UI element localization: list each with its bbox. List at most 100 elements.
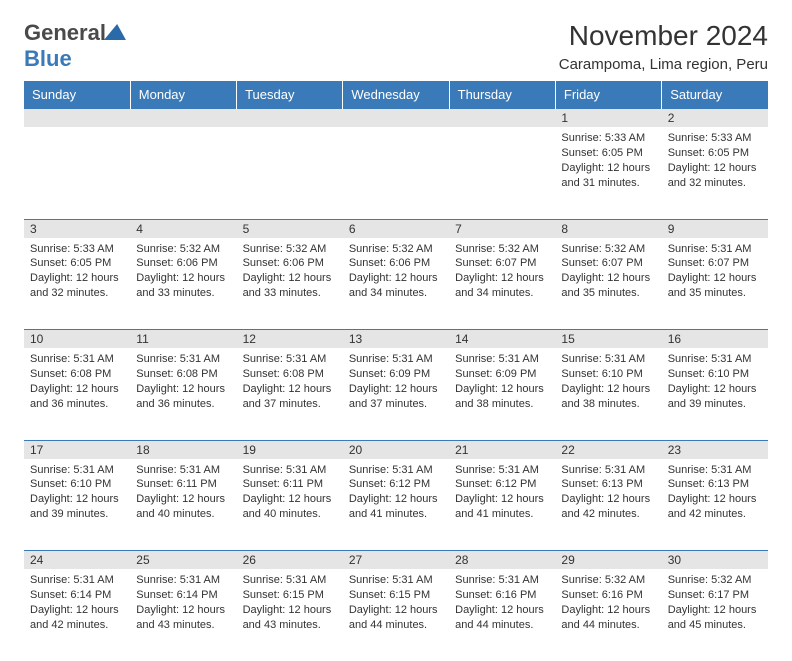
day-daylight1: Daylight: 12 hours	[561, 161, 655, 176]
day-sunset: Sunset: 6:06 PM	[243, 256, 337, 271]
day-sunrise: Sunrise: 5:32 AM	[561, 573, 655, 588]
day-info: Sunrise: 5:31 AMSunset: 6:11 PMDaylight:…	[243, 463, 337, 522]
day-info: Sunrise: 5:31 AMSunset: 6:10 PMDaylight:…	[30, 463, 124, 522]
day-sunset: Sunset: 6:12 PM	[455, 477, 549, 492]
day-daylight1: Daylight: 12 hours	[30, 603, 124, 618]
day-info: Sunrise: 5:31 AMSunset: 6:09 PMDaylight:…	[455, 352, 549, 411]
day-info-cell: Sunrise: 5:32 AMSunset: 6:17 PMDaylight:…	[662, 569, 768, 661]
day-daylight2: and 40 minutes.	[136, 507, 230, 522]
daynum-row: 3456789	[24, 219, 768, 238]
day-info-cell: Sunrise: 5:31 AMSunset: 6:09 PMDaylight:…	[449, 348, 555, 440]
day-daylight1: Daylight: 12 hours	[668, 382, 762, 397]
calendar-body: 12Sunrise: 5:33 AMSunset: 6:05 PMDayligh…	[24, 109, 768, 661]
day-info: Sunrise: 5:31 AMSunset: 6:13 PMDaylight:…	[668, 463, 762, 522]
page-subtitle: Carampoma, Lima region, Peru	[559, 56, 768, 73]
day-number-cell	[449, 109, 555, 128]
weekday-header: Saturday	[662, 81, 768, 109]
day-sunrise: Sunrise: 5:31 AM	[455, 463, 549, 478]
day-number-cell: 20	[343, 440, 449, 459]
day-daylight1: Daylight: 12 hours	[136, 382, 230, 397]
day-info-cell: Sunrise: 5:33 AMSunset: 6:05 PMDaylight:…	[662, 127, 768, 219]
day-sunset: Sunset: 6:09 PM	[455, 367, 549, 382]
day-daylight2: and 34 minutes.	[455, 286, 549, 301]
day-daylight1: Daylight: 12 hours	[668, 603, 762, 618]
day-sunset: Sunset: 6:17 PM	[668, 588, 762, 603]
day-number-cell: 25	[130, 551, 236, 570]
day-info-cell: Sunrise: 5:31 AMSunset: 6:08 PMDaylight:…	[130, 348, 236, 440]
day-sunrise: Sunrise: 5:31 AM	[455, 352, 549, 367]
day-sunset: Sunset: 6:06 PM	[136, 256, 230, 271]
day-sunset: Sunset: 6:07 PM	[455, 256, 549, 271]
day-info-row: Sunrise: 5:33 AMSunset: 6:05 PMDaylight:…	[24, 127, 768, 219]
day-number-cell: 11	[130, 330, 236, 349]
day-info: Sunrise: 5:31 AMSunset: 6:09 PMDaylight:…	[349, 352, 443, 411]
day-daylight2: and 32 minutes.	[668, 176, 762, 191]
day-info-cell: Sunrise: 5:31 AMSunset: 6:13 PMDaylight:…	[662, 459, 768, 551]
day-info: Sunrise: 5:31 AMSunset: 6:14 PMDaylight:…	[136, 573, 230, 632]
day-number-cell: 29	[555, 551, 661, 570]
day-sunrise: Sunrise: 5:33 AM	[561, 131, 655, 146]
day-number-cell: 8	[555, 219, 661, 238]
daynum-row: 24252627282930	[24, 551, 768, 570]
day-info: Sunrise: 5:32 AMSunset: 6:06 PMDaylight:…	[243, 242, 337, 301]
page: General Blue November 2024 Carampoma, Li…	[0, 0, 792, 612]
day-info-row: Sunrise: 5:31 AM Sunset: 6:10 PMDaylight:…	[24, 459, 768, 551]
day-sunrise: Sunrise: 5:31 AM	[349, 463, 443, 478]
day-sunrise: Sunrise: 5:32 AM	[349, 242, 443, 257]
day-daylight1: Daylight: 12 hours	[243, 271, 337, 286]
day-sunrise: Sunrise: 5:31 AM	[136, 573, 230, 588]
day-info-cell: Sunrise: 5:32 AMSunset: 6:16 PMDaylight:…	[555, 569, 661, 661]
day-info-row: Sunrise: 5:31 AM Sunset: 6:08 PM Daylight:…	[24, 348, 768, 440]
day-daylight1: Daylight: 12 hours	[668, 161, 762, 176]
weekday-header-row: Sunday Monday Tuesday Wednesday Thursday…	[24, 81, 768, 109]
day-sunrise: Sunrise: 5:31 AM	[668, 352, 762, 367]
day-number-cell	[343, 109, 449, 128]
day-info: Sunrise: 5:31 AMSunset: 6:11 PMDaylight:…	[136, 463, 230, 522]
day-daylight2: and 42 minutes.	[30, 618, 124, 633]
day-info: Sunrise: 5:32 AMSunset: 6:16 PMDaylight:…	[561, 573, 655, 632]
day-info-row: Sunrise: 5:31 AMSunset: 6:14 PMDaylight:…	[24, 569, 768, 661]
day-daylight1: Daylight: 12 hours	[30, 382, 124, 397]
day-sunrise: Sunrise: 5:31 AM	[349, 573, 443, 588]
day-daylight2: and 44 minutes.	[561, 618, 655, 633]
day-sunset: Sunset: 6:10 PM	[561, 367, 655, 382]
day-sunset: Sunset: 6:07 PM	[668, 256, 762, 271]
day-sunrise: Sunrise: 5:33 AM	[30, 242, 124, 257]
day-daylight1: Daylight: 12 hours	[30, 271, 124, 286]
day-number-cell: 26	[237, 551, 343, 570]
day-info-cell	[237, 127, 343, 219]
day-daylight2: and 43 minutes.	[243, 618, 337, 633]
day-info-cell: Sunrise: 5:31 AMSunset: 6:14 PMDaylight:…	[130, 569, 236, 661]
weekday-header: Thursday	[449, 81, 555, 109]
day-daylight1: Daylight: 12 hours	[561, 382, 655, 397]
day-daylight2: and 40 minutes.	[243, 507, 337, 522]
day-info-cell: Sunrise: 5:31 AMSunset: 6:10 PMDaylight:…	[662, 348, 768, 440]
day-number-cell: 13	[343, 330, 449, 349]
day-info: Sunrise: 5:31 AMSunset: 6:15 PMDaylight:…	[349, 573, 443, 632]
day-daylight1: Daylight: 12 hours	[30, 492, 124, 507]
day-sunrise: Sunrise: 5:32 AM	[136, 242, 230, 257]
day-sunset: Sunset: 6:05 PM	[668, 146, 762, 161]
day-number-cell: 2	[662, 109, 768, 128]
day-sunset: Sunset: 6:08 PM	[243, 367, 337, 382]
day-sunset: Sunset: 6:05 PM	[561, 146, 655, 161]
day-sunset: Sunset: 6:10 PM	[30, 477, 124, 492]
day-info-cell: Sunrise: 5:31 AMSunset: 6:15 PMDaylight:…	[343, 569, 449, 661]
day-sunrise: Sunrise: 5:31 AM	[30, 352, 124, 367]
day-number-cell: 18	[130, 440, 236, 459]
day-number-cell: 22	[555, 440, 661, 459]
day-sunrise: Sunrise: 5:32 AM	[561, 242, 655, 257]
day-number-cell: 10	[24, 330, 130, 349]
day-number-cell: 4	[130, 219, 236, 238]
day-sunrise: Sunrise: 5:31 AM	[243, 573, 337, 588]
day-sunrise: Sunrise: 5:31 AM	[243, 463, 337, 478]
page-title: November 2024	[559, 20, 768, 52]
weekday-header: Tuesday	[237, 81, 343, 109]
day-number-cell: 14	[449, 330, 555, 349]
day-daylight2: and 35 minutes.	[668, 286, 762, 301]
day-info: Sunrise: 5:31 AMSunset: 6:12 PMDaylight:…	[349, 463, 443, 522]
day-daylight2: and 41 minutes.	[455, 507, 549, 522]
day-sunrise: Sunrise: 5:32 AM	[455, 242, 549, 257]
day-info: Sunrise: 5:31 AMSunset: 6:10 PMDaylight:…	[561, 352, 655, 411]
day-daylight2: and 44 minutes.	[349, 618, 443, 633]
